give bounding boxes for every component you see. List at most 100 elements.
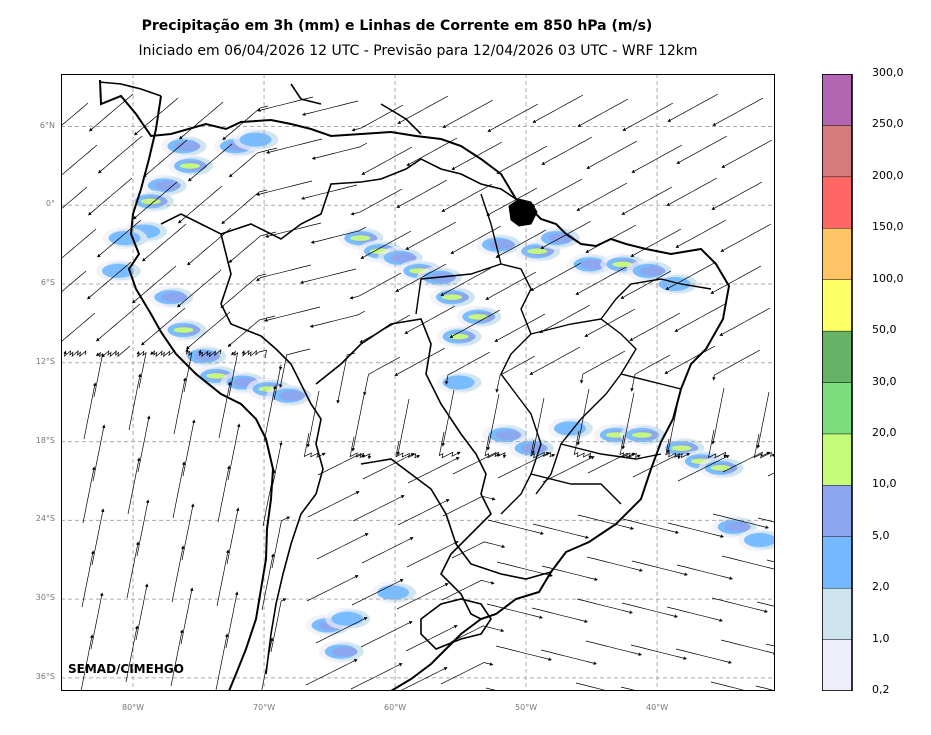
precip-cell bbox=[495, 430, 522, 440]
streamline bbox=[135, 583, 149, 641]
streamline bbox=[575, 266, 627, 295]
streamline bbox=[349, 272, 402, 300]
streamline bbox=[352, 495, 405, 522]
map-title: Precipitação em 3h (mm) e Linhas de Corr… bbox=[141, 18, 653, 34]
streamline bbox=[187, 143, 233, 182]
streamline bbox=[90, 592, 104, 650]
streamline bbox=[96, 219, 142, 258]
streamline bbox=[541, 136, 593, 165]
streamline bbox=[133, 97, 179, 136]
streamline bbox=[404, 305, 456, 334]
streamline bbox=[81, 550, 95, 608]
streamline bbox=[440, 267, 492, 296]
streamline bbox=[86, 261, 132, 300]
streamline bbox=[441, 389, 455, 447]
streamline bbox=[708, 429, 727, 459]
colorbar-cell bbox=[822, 433, 853, 486]
streamline bbox=[61, 228, 97, 260]
precip-cell bbox=[553, 421, 586, 436]
colorbar-cell bbox=[822, 536, 853, 589]
colorbar-tick-label: 0,2 bbox=[872, 683, 890, 696]
streamline bbox=[710, 265, 762, 294]
streamline bbox=[531, 178, 583, 207]
streamline bbox=[542, 456, 595, 483]
streamline bbox=[93, 351, 104, 398]
colorbar-cell bbox=[822, 639, 853, 691]
streamline bbox=[573, 430, 592, 460]
streamline bbox=[487, 519, 544, 535]
precip-cell bbox=[239, 132, 272, 147]
streamline bbox=[150, 349, 176, 358]
lon-tick-label: 70°W bbox=[253, 703, 276, 712]
streamline bbox=[621, 186, 673, 215]
lon-tick-label: 60°W bbox=[384, 703, 407, 712]
precip-cell bbox=[108, 231, 141, 246]
streamline bbox=[586, 140, 638, 169]
streamline bbox=[263, 385, 277, 443]
precip-cell bbox=[350, 235, 371, 241]
streamline bbox=[171, 545, 185, 603]
streamline bbox=[63, 349, 87, 358]
streamline bbox=[577, 514, 634, 530]
colorbar-cell bbox=[822, 74, 853, 126]
precip-cell bbox=[173, 327, 194, 333]
streamline bbox=[136, 499, 150, 557]
streamline bbox=[261, 553, 275, 611]
precip-cell bbox=[180, 163, 201, 169]
streamline bbox=[272, 440, 283, 485]
streamline bbox=[136, 350, 147, 389]
streamline bbox=[496, 561, 553, 577]
streamline bbox=[306, 575, 359, 602]
streamline bbox=[61, 312, 96, 343]
streamline bbox=[225, 591, 239, 649]
streamline bbox=[675, 648, 732, 664]
lat-tick-label: 6°N bbox=[39, 120, 55, 130]
streamline bbox=[302, 100, 359, 116]
streamline bbox=[486, 393, 500, 451]
streamline bbox=[87, 177, 133, 216]
streamline bbox=[407, 457, 460, 484]
colorbar-tick-label: 200,0 bbox=[872, 168, 904, 182]
streamline bbox=[720, 639, 775, 655]
streamline bbox=[487, 103, 539, 132]
streamline bbox=[441, 183, 493, 212]
precip-cell bbox=[140, 198, 161, 205]
streamline bbox=[677, 455, 730, 482]
streamline bbox=[306, 390, 320, 448]
colorbar-frame bbox=[822, 74, 853, 691]
streamline bbox=[362, 453, 415, 480]
streamline bbox=[485, 271, 537, 300]
streamline bbox=[631, 560, 688, 576]
marajo-island[interactable] bbox=[508, 198, 538, 227]
streamline bbox=[315, 617, 368, 644]
streamline bbox=[264, 306, 321, 322]
streamline bbox=[351, 579, 404, 606]
lon-tick-label: 80°W bbox=[122, 703, 145, 712]
colorbar-cell bbox=[822, 330, 853, 383]
streamline bbox=[241, 349, 268, 359]
streamline bbox=[311, 142, 368, 160]
streamline bbox=[632, 453, 681, 478]
streamline bbox=[530, 262, 582, 291]
colorbar-tick-label: 10,0 bbox=[872, 477, 897, 491]
streamline bbox=[215, 633, 229, 691]
streamline bbox=[577, 98, 629, 127]
colorbar-tick-label: 20,0 bbox=[872, 425, 897, 439]
streamline bbox=[220, 273, 267, 309]
colorbar-tick-label: 150,0 bbox=[872, 220, 904, 234]
precip-cell bbox=[468, 314, 489, 320]
streamline bbox=[631, 144, 683, 173]
uruguay-coast bbox=[420, 598, 492, 650]
streamline bbox=[266, 138, 323, 154]
streamline bbox=[442, 99, 494, 128]
streamline bbox=[532, 94, 584, 123]
streamline bbox=[675, 219, 727, 248]
precip-cell bbox=[743, 533, 775, 548]
streamline bbox=[88, 93, 134, 132]
streamline bbox=[80, 634, 94, 691]
streamline bbox=[61, 186, 88, 210]
streamline bbox=[667, 522, 724, 538]
precip-cell bbox=[161, 292, 188, 303]
streamline bbox=[172, 461, 186, 519]
streamline bbox=[360, 230, 412, 259]
